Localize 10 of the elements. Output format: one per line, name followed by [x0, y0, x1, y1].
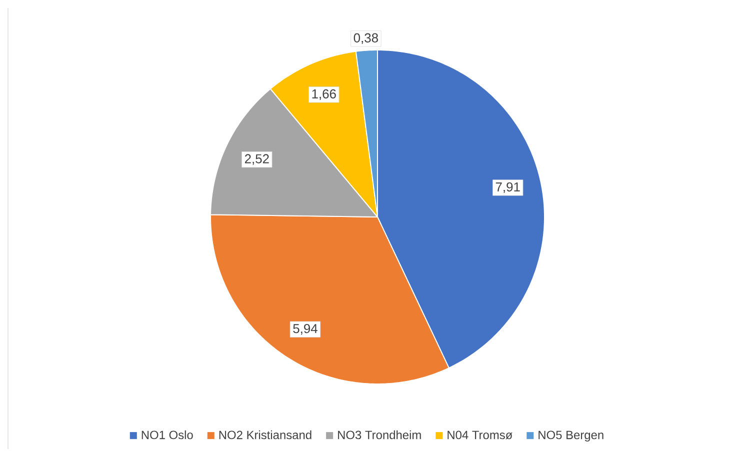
- data-label: 1,66: [312, 89, 336, 100]
- data-label: 5,94: [293, 324, 318, 335]
- legend-label: N04 Tromsø: [448, 430, 512, 440]
- legend-label: NO1 Oslo: [142, 430, 193, 440]
- data-label: 2,52: [244, 154, 269, 165]
- legend-label: NO5 Bergen: [538, 430, 604, 442]
- legend-label: NO3 Trondheim: [338, 430, 421, 440]
- data-label: 0,38: [354, 33, 378, 44]
- data-label: 7,91: [496, 182, 520, 194]
- legend-label: NO2 Kristiansand: [219, 430, 312, 440]
